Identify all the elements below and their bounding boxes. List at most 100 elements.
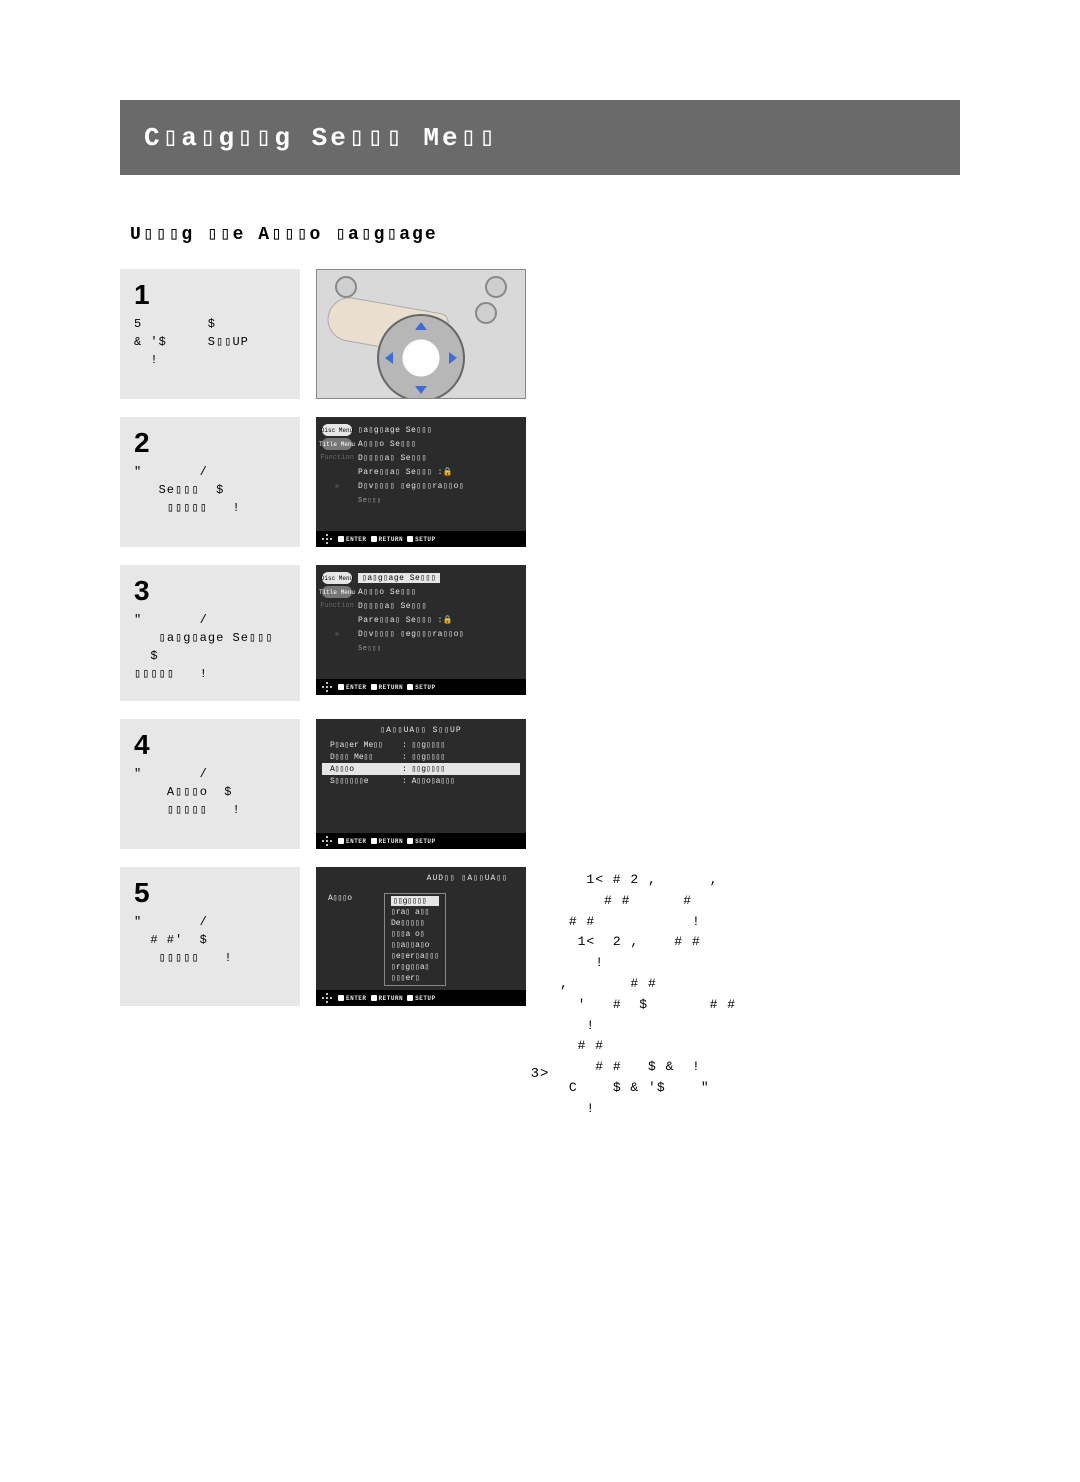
osd-setup-root: Disc Menu ▯a▯g▯age Se▯▯▯ Title Menu A▯▯▯o …	[316, 417, 526, 547]
osd-setup-language-selected: Disc Menu ▯a▯g▯age Se▯▯▯ Title Menu A▯▯▯o …	[316, 565, 526, 695]
dpad-icon	[320, 682, 334, 692]
step-instruction: 2 " / Se▯▯▯ $ ▯▯▯▯▯ !	[120, 417, 300, 547]
button-icon	[371, 536, 377, 542]
button-icon	[407, 684, 413, 690]
osd-footer: ENTER RETURN SETUP	[316, 531, 526, 547]
step-osd: Disc Menu ▯a▯g▯age Se▯▯▯ Title Menu A▯▯▯o …	[316, 565, 526, 701]
step-text: " / Se▯▯▯ $ ▯▯▯▯▯ !	[134, 463, 286, 517]
step-instruction: 4 " / A▯▯▯o $ ▯▯▯▯▯ !	[120, 719, 300, 849]
step-number: 5	[134, 877, 286, 909]
disc-menu-icon: Disc Menu	[322, 424, 352, 436]
osd-option-selected: ▯▯g▯▯▯▯	[391, 896, 439, 906]
osd-audio-language: AUD▯▯ ▯A▯▯UA▯▯ A▯▯▯o ▯▯g▯▯▯▯ ▯ra▯ a▯▯ De…	[316, 867, 526, 1006]
remote-button-round	[485, 276, 507, 298]
footer-setup-label: SETUP	[415, 536, 436, 543]
step-number: 3	[134, 575, 286, 607]
spacer-icon	[322, 494, 352, 506]
dpad-icon	[320, 836, 334, 846]
osd-footer: ENTER RETURN SETUP	[316, 990, 526, 1006]
footer-return-label: RETURN	[379, 684, 404, 691]
osd-item: A▯▯▯o Se▯▯▯	[358, 439, 520, 449]
osd-kv-row: D▯▯▯ Me▯▯▯▯g▯▯▯▯	[322, 751, 520, 763]
osd-item: Pare▯▯a▯ Se▯▯▯ :🔒	[358, 615, 520, 625]
step-text: 5 $ & '$ S▯▯UP !	[134, 315, 286, 369]
osd-item: Pare▯▯a▯ Se▯▯▯ :🔒	[358, 467, 520, 477]
step-text: " / A▯▯▯o $ ▯▯▯▯▯ !	[134, 765, 286, 819]
footer-return-label: RETURN	[379, 536, 404, 543]
footer-setup-label: SETUP	[415, 995, 436, 1002]
osd-language-setup: ▯A▯▯UA▯▯ S▯▯UP P▯a▯er Me▯▯▯▯g▯▯▯▯ D▯▯▯ M…	[316, 719, 526, 849]
osd-item: D▯v▯▯▯▯ ▯eg▯▯▯ra▯▯o▯	[358, 629, 520, 639]
osd-item-selected: ▯a▯g▯age Se▯▯▯	[358, 573, 520, 583]
remote-button-round	[335, 276, 357, 298]
step-text: " / # #' $ ▯▯▯▯▯ !	[134, 913, 286, 967]
spacer-icon	[322, 614, 352, 626]
footer-enter-label: ENTER	[346, 838, 367, 845]
osd-item: D▯▯▯▯a▯ Se▯▯▯	[358, 453, 520, 463]
osd-options: ▯▯g▯▯▯▯ ▯ra▯ a▯▯ De▯▯▯▯▯ ▯▯▯a o▯ ▯▯a▯▯a▯…	[384, 893, 446, 986]
footer-setup-label: SETUP	[415, 684, 436, 691]
disc-menu-icon: Disc Menu	[322, 572, 352, 584]
step-3: 3 " / ▯a▯g▯age Se▯▯▯ $ ▯▯▯▯▯ ! Disc Menu…	[120, 565, 960, 701]
footer-setup-label: SETUP	[415, 838, 436, 845]
osd-option: ▯e▯er▯a▯▯▯	[391, 951, 439, 961]
osd-option: ▯▯▯er▯	[391, 973, 439, 983]
button-icon	[407, 838, 413, 844]
step-4: 4 " / A▯▯▯o $ ▯▯▯▯▯ ! ▯A▯▯UA▯▯ S▯▯UP P▯a…	[120, 719, 960, 849]
footer-enter-label: ENTER	[346, 995, 367, 1002]
osd-listbox: A▯▯▯o ▯▯g▯▯▯▯ ▯ra▯ a▯▯ De▯▯▯▯▯ ▯▯▯a o▯ ▯…	[322, 887, 520, 986]
osd-item: Se▯▯▯	[358, 496, 520, 505]
arrow-right-icon	[449, 352, 457, 364]
title-menu-icon: Title Menu	[322, 586, 352, 598]
osd-header: AUD▯▯ ▯A▯▯UA▯▯	[322, 873, 520, 883]
page-title: C▯a▯g▯▯g Se▯▯▯ Me▯▯	[120, 100, 960, 175]
osd-option: De▯▯▯▯▯	[391, 918, 439, 928]
osd-option: ▯ra▯ a▯▯	[391, 907, 439, 917]
button-icon	[371, 684, 377, 690]
step-1: 1 5 $ & '$ S▯▯UP !	[120, 269, 960, 399]
arrow-down-icon	[415, 386, 427, 394]
osd-list-label: A▯▯▯o	[328, 893, 376, 903]
footer-return-label: RETURN	[379, 838, 404, 845]
button-icon	[371, 838, 377, 844]
remote-dpad	[377, 314, 465, 399]
osd-option: ▯▯a▯▯a▯o	[391, 940, 439, 950]
step-number: 4	[134, 729, 286, 761]
osd-option: ▯r▯g▯▯a▯	[391, 962, 439, 972]
button-icon	[338, 995, 344, 1001]
osd-footer: ENTER RETURN SETUP	[316, 833, 526, 849]
button-icon	[407, 995, 413, 1001]
arrow-left-icon	[385, 352, 393, 364]
osd-kv-row-selected: A▯▯▯o▯▯g▯▯▯▯	[322, 763, 520, 775]
footer-enter-label: ENTER	[346, 536, 367, 543]
step-instruction: 3 " / ▯a▯g▯age Se▯▯▯ $ ▯▯▯▯▯ !	[120, 565, 300, 701]
step-osd: ▯A▯▯UA▯▯ S▯▯UP P▯a▯er Me▯▯▯▯g▯▯▯▯ D▯▯▯ M…	[316, 719, 526, 849]
section-subtitle: U▯▯▯g ▯▯e A▯▯▯o ▯a▯g▯age	[130, 223, 960, 245]
osd-option: ▯▯▯a o▯	[391, 929, 439, 939]
function-icon: Function	[322, 600, 352, 612]
button-icon	[338, 838, 344, 844]
button-icon	[338, 536, 344, 542]
manual-page: C▯a▯g▯▯g Se▯▯▯ Me▯▯ U▯▯▯g ▯▯e A▯▯▯o ▯a▯g…	[0, 0, 1080, 1142]
osd-kv-row: S▯▯▯▯▯▯eA▯▯o▯a▯▯▯	[322, 775, 520, 787]
osd-item: D▯▯▯▯a▯ Se▯▯▯	[358, 601, 520, 611]
spacer-icon	[322, 466, 352, 478]
osd-item: Se▯▯▯	[358, 644, 520, 653]
step-text: " / ▯a▯g▯age Se▯▯▯ $ ▯▯▯▯▯ !	[134, 611, 286, 683]
gear-icon: ✲	[322, 480, 352, 492]
arrow-up-icon	[415, 322, 427, 330]
button-icon	[338, 684, 344, 690]
step-osd: AUD▯▯ ▯A▯▯UA▯▯ A▯▯▯o ▯▯g▯▯▯▯ ▯ra▯ a▯▯ De…	[316, 867, 526, 1006]
step-instruction: 5 " / # #' $ ▯▯▯▯▯ !	[120, 867, 300, 1006]
dpad-icon	[320, 534, 334, 544]
footer-return-label: RETURN	[379, 995, 404, 1002]
button-icon	[407, 536, 413, 542]
step-number: 2	[134, 427, 286, 459]
osd-kv-row: P▯a▯er Me▯▯▯▯g▯▯▯▯	[322, 739, 520, 751]
osd-item: ▯a▯g▯age Se▯▯▯	[358, 425, 520, 435]
title-menu-icon: Title Menu	[322, 438, 352, 450]
osd-item: A▯▯▯o Se▯▯▯	[358, 587, 520, 597]
side-notes: 1< # 2 , , # # # # # ! 1< 2 , # # ! , # …	[560, 870, 860, 1120]
step-osd: Disc Menu ▯a▯g▯age Se▯▯▯ Title Menu A▯▯▯o …	[316, 417, 526, 547]
osd-item: D▯v▯▯▯▯ ▯eg▯▯▯ra▯▯o▯	[358, 481, 520, 491]
